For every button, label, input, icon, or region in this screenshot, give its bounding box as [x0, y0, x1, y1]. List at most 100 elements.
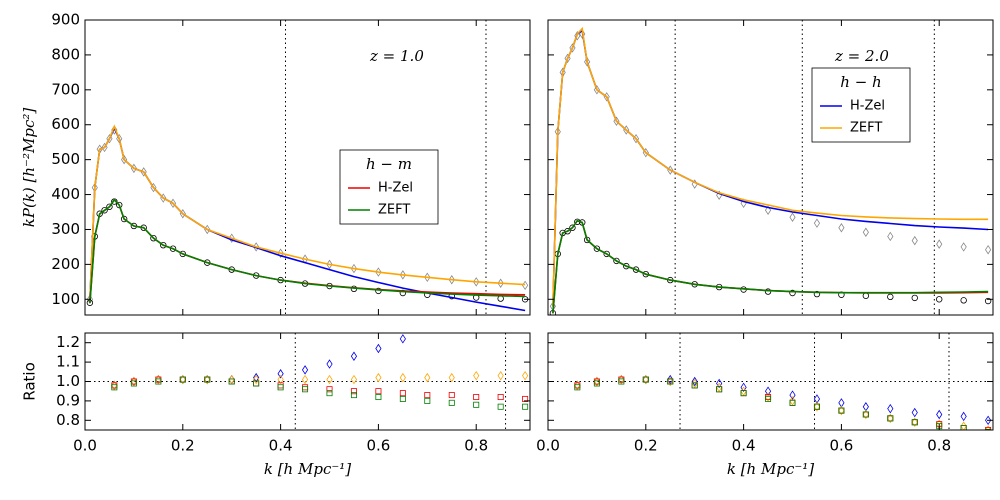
- data-point: [574, 384, 581, 391]
- data-point: [301, 365, 309, 375]
- data-point: [813, 394, 821, 404]
- data-point: [593, 380, 600, 387]
- y-tick-label: 300: [51, 220, 80, 238]
- data-point: [764, 288, 772, 295]
- data-point: [960, 242, 967, 252]
- data-point: [574, 380, 581, 391]
- data-point: [101, 207, 108, 214]
- data-point: [716, 386, 723, 393]
- plot-area: [85, 333, 530, 430]
- data-point: [169, 245, 177, 252]
- y-tick-label: 0.9: [56, 391, 80, 409]
- series-line: [552, 26, 989, 307]
- data-point: [936, 296, 943, 303]
- data-point: [838, 222, 845, 233]
- data-point: [789, 390, 796, 400]
- data-point: [740, 382, 747, 393]
- data-point: [764, 205, 772, 216]
- x-axis-label: k [h Mpc⁻¹]: [727, 460, 814, 478]
- data-point: [984, 297, 992, 305]
- y-tick-label: 700: [51, 80, 80, 98]
- data-point: [960, 297, 967, 304]
- data-point: [813, 218, 821, 228]
- data-point: [375, 343, 382, 354]
- data-point: [155, 374, 162, 385]
- data-point: [106, 203, 113, 210]
- data-point: [130, 380, 137, 387]
- data-point: [155, 378, 162, 385]
- data-point: [522, 395, 529, 402]
- data-point: [302, 386, 309, 393]
- data-point: [789, 289, 796, 297]
- data-point: [121, 154, 128, 165]
- data-point: [862, 227, 869, 237]
- data-point: [632, 266, 640, 273]
- data-point: [326, 374, 333, 385]
- data-point: [253, 372, 260, 383]
- data-point: [985, 428, 992, 430]
- x-tick-label: 0.0: [73, 437, 97, 455]
- legend-title: h − h: [840, 73, 881, 91]
- data-point: [765, 395, 772, 402]
- legend-box: [339, 149, 439, 225]
- data-point: [789, 212, 796, 222]
- data-point: [399, 390, 406, 397]
- data-point: [228, 378, 235, 385]
- data-point: [623, 262, 630, 270]
- data-point: [111, 384, 118, 391]
- data-point: [375, 267, 382, 277]
- data-point: [179, 374, 186, 385]
- data-point: [120, 215, 128, 223]
- legend-label: ZEFT: [850, 121, 882, 136]
- data-point: [911, 294, 918, 302]
- data-point: [862, 409, 869, 420]
- data-point: [375, 388, 382, 395]
- data-point: [838, 407, 845, 414]
- data-point: [179, 376, 186, 383]
- data-point: [497, 403, 504, 410]
- data-point: [350, 351, 358, 362]
- annotation: z = 2.0: [834, 47, 889, 65]
- data-point: [497, 394, 504, 401]
- plot-frame: [84, 332, 531, 431]
- data-point: [564, 228, 571, 235]
- data-point: [593, 245, 601, 252]
- y-tick-label: 400: [51, 185, 80, 203]
- y-tick-label: 600: [51, 115, 80, 133]
- data-point: [473, 370, 480, 381]
- legend-title: h − m: [366, 155, 412, 173]
- data-point: [116, 133, 123, 144]
- data-point: [424, 397, 431, 404]
- data-point: [522, 280, 529, 291]
- data-point: [691, 378, 698, 389]
- data-point: [399, 270, 406, 280]
- plot-area: [549, 20, 992, 315]
- data-point: [160, 241, 167, 249]
- x-tick-label: 0.0: [536, 437, 560, 455]
- y-tick-label: 800: [51, 45, 80, 63]
- data-point: [277, 369, 284, 379]
- x-tick-label: 0.2: [634, 437, 658, 455]
- data-point: [106, 133, 113, 144]
- series-line: [89, 124, 526, 300]
- data-point: [253, 374, 260, 385]
- data-point: [960, 411, 967, 422]
- data-point: [911, 417, 918, 427]
- data-point: [574, 30, 581, 41]
- y-tick-label: 0.8: [56, 411, 80, 429]
- data-point: [618, 378, 625, 385]
- data-point: [603, 250, 610, 258]
- data-point: [593, 376, 600, 387]
- data-point: [399, 395, 406, 402]
- data-point: [813, 401, 821, 412]
- data-point: [228, 374, 235, 385]
- y-tick-label: 200: [51, 255, 80, 273]
- data-point: [667, 378, 674, 385]
- data-point: [448, 399, 455, 406]
- data-point: [716, 382, 723, 393]
- data-point: [375, 394, 382, 401]
- data-point: [375, 372, 382, 383]
- data-point: [740, 386, 747, 396]
- data-point: [111, 380, 118, 391]
- data-point: [838, 398, 845, 408]
